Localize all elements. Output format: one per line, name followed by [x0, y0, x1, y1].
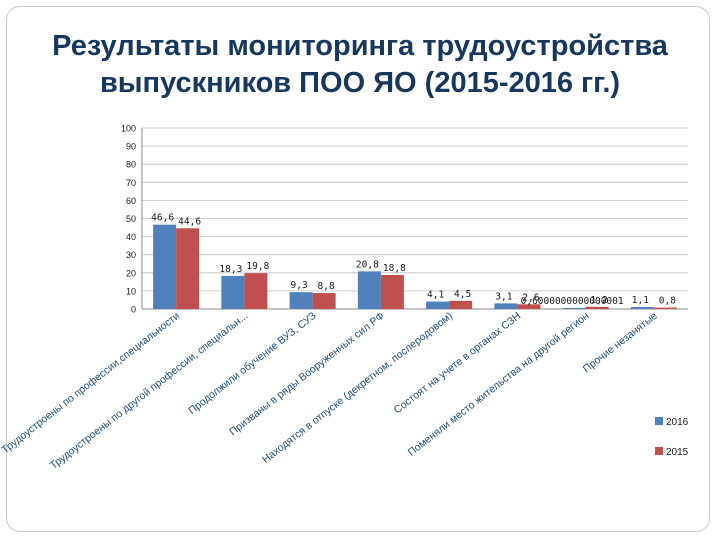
y-tick-label-40: 40 — [126, 232, 136, 242]
y-tick-label-30: 30 — [126, 250, 136, 260]
chart-title: Результаты мониторинга трудоустройства в… — [20, 28, 700, 102]
y-tick-label-50: 50 — [126, 214, 136, 224]
data-label-2015-5: 4,5 — [454, 289, 471, 300]
bar-2015-3 — [312, 293, 336, 309]
y-tick-label-10: 10 — [126, 286, 136, 296]
bar-2016-5 — [426, 301, 450, 309]
y-tick-label-0: 0 — [131, 305, 136, 315]
bar-2016-4 — [357, 271, 381, 309]
data-label-2015-8: 0,8 — [659, 296, 676, 307]
legend-label-2015: 2015 — [666, 447, 689, 458]
y-tick-label-20: 20 — [126, 268, 136, 278]
category-label-8: Прочие незанятые — [581, 310, 660, 375]
data-label-2016-4: 20,8 — [356, 259, 379, 270]
bar-2016-1 — [153, 224, 177, 309]
title-line-2: выпускников ПОО ЯО (2015-2016 гг.) — [99, 67, 621, 99]
bar-2016-7 — [562, 307, 586, 309]
y-tick-label-60: 60 — [126, 196, 136, 206]
y-tick-label-90: 90 — [126, 142, 136, 152]
category-label-3: Продолжили обучение ВУЗ, СУЗ — [186, 310, 318, 417]
bar-2016-6 — [494, 303, 518, 309]
bar-2016-3 — [289, 292, 313, 309]
y-tick-label-70: 70 — [126, 178, 136, 188]
category-label-6: Состоят на учете в органах СЗН — [392, 310, 524, 417]
legend-label-2016: 2016 — [666, 417, 689, 428]
data-label-2016-2: 18,3 — [219, 264, 242, 275]
bar-2015-5 — [449, 300, 473, 309]
bar-2015-2 — [244, 273, 268, 309]
data-label-2015-6: 2,6 — [522, 292, 539, 303]
bar-2015-1 — [176, 228, 200, 309]
bar-2015-7 — [585, 306, 609, 309]
title-line-1: Результаты мониторинга трудоустройства — [52, 30, 668, 62]
y-tick-label-80: 80 — [126, 160, 136, 170]
data-label-2016-3: 9,3 — [291, 280, 308, 291]
slide-frame — [6, 6, 710, 532]
bar-2015-4 — [380, 274, 404, 309]
bar-2016-2 — [221, 275, 245, 309]
bar-2016-8 — [630, 307, 654, 309]
legend-swatch-2015 — [655, 447, 663, 455]
data-label-2016-5: 4,1 — [427, 290, 444, 301]
data-label-2015-7: 1,2 — [591, 295, 608, 306]
bar-2015-6 — [517, 304, 541, 309]
y-tick-label-100: 100 — [121, 124, 136, 134]
data-label-2015-1: 44,6 — [178, 216, 201, 227]
legend-swatch-2016 — [655, 417, 663, 425]
data-label-2015-4: 18,8 — [383, 263, 406, 274]
data-label-2016-8: 1,1 — [632, 295, 649, 306]
data-label-2016-1: 46,6 — [151, 213, 174, 224]
data-label-2016-6: 3,1 — [495, 291, 512, 302]
data-label-2015-2: 19,8 — [246, 261, 269, 272]
data-label-2015-3: 8,8 — [318, 281, 335, 292]
bar-2015-8 — [653, 307, 677, 309]
data-label-2016-7: 0,6000000000000001 — [521, 296, 624, 307]
